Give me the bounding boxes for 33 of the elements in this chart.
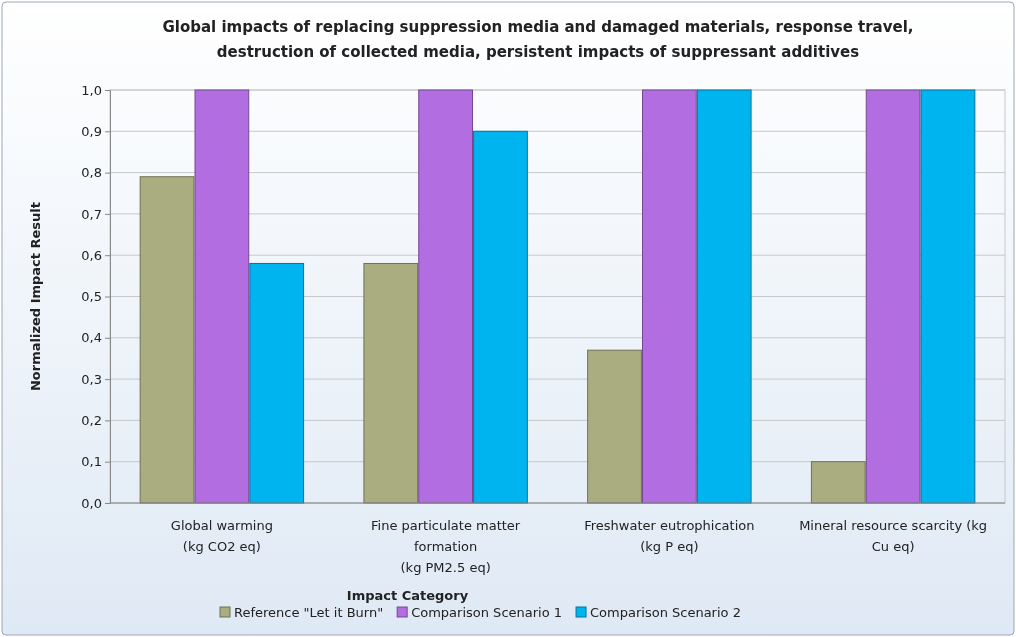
y-tick-label: 0,8 [81, 165, 102, 181]
bar [363, 262, 419, 504]
y-tick-label: 0,9 [81, 123, 102, 139]
x-tick-label: Global warming (kg CO2 eq) [170, 518, 273, 554]
chart-title: Global impacts of replacing suppression media and damaged materials, response travel, destruction of collected media, persistent impacts of suppressant additives [162, 18, 914, 61]
bar [810, 461, 866, 504]
y-tick-label: 1,0 [81, 82, 102, 98]
y-tick-label: 0,4 [81, 330, 102, 346]
y-tick-label: 0,1 [81, 454, 102, 470]
legend-label: Comparison Scenario 2 [590, 605, 741, 620]
y-tick-label: 0,7 [81, 206, 102, 222]
legend-label: Comparison Scenario 1 [411, 605, 563, 620]
y-tick-label: 0,0 [81, 495, 102, 511]
bar [249, 262, 305, 504]
bar [696, 89, 752, 504]
x-tick-label: Freshwater eutrophication (kg P eq) [584, 518, 755, 554]
bar [642, 89, 697, 504]
y-tick-label: 0,2 [81, 413, 102, 429]
x-tick-label: Mineral resource scarcity (kg Cu eq) [799, 518, 988, 554]
bar [865, 89, 921, 504]
y-tick-label: 0,5 [81, 289, 102, 305]
bar [194, 89, 250, 504]
bar [587, 349, 642, 504]
x-tick-label: Fine particulate matter formation (kg PM2.5 eq) [371, 518, 521, 575]
bar [473, 130, 528, 504]
y-tick-label: 0,6 [81, 247, 102, 263]
legend-label: Reference "Let it Burn" [234, 605, 384, 620]
y-axis-title: Normalized Impact Result [28, 201, 43, 392]
bar [920, 89, 976, 504]
bar [418, 89, 473, 504]
bar [139, 176, 195, 504]
y-tick-label: 0,3 [81, 371, 102, 387]
x-axis-title: Impact Category [346, 588, 469, 603]
